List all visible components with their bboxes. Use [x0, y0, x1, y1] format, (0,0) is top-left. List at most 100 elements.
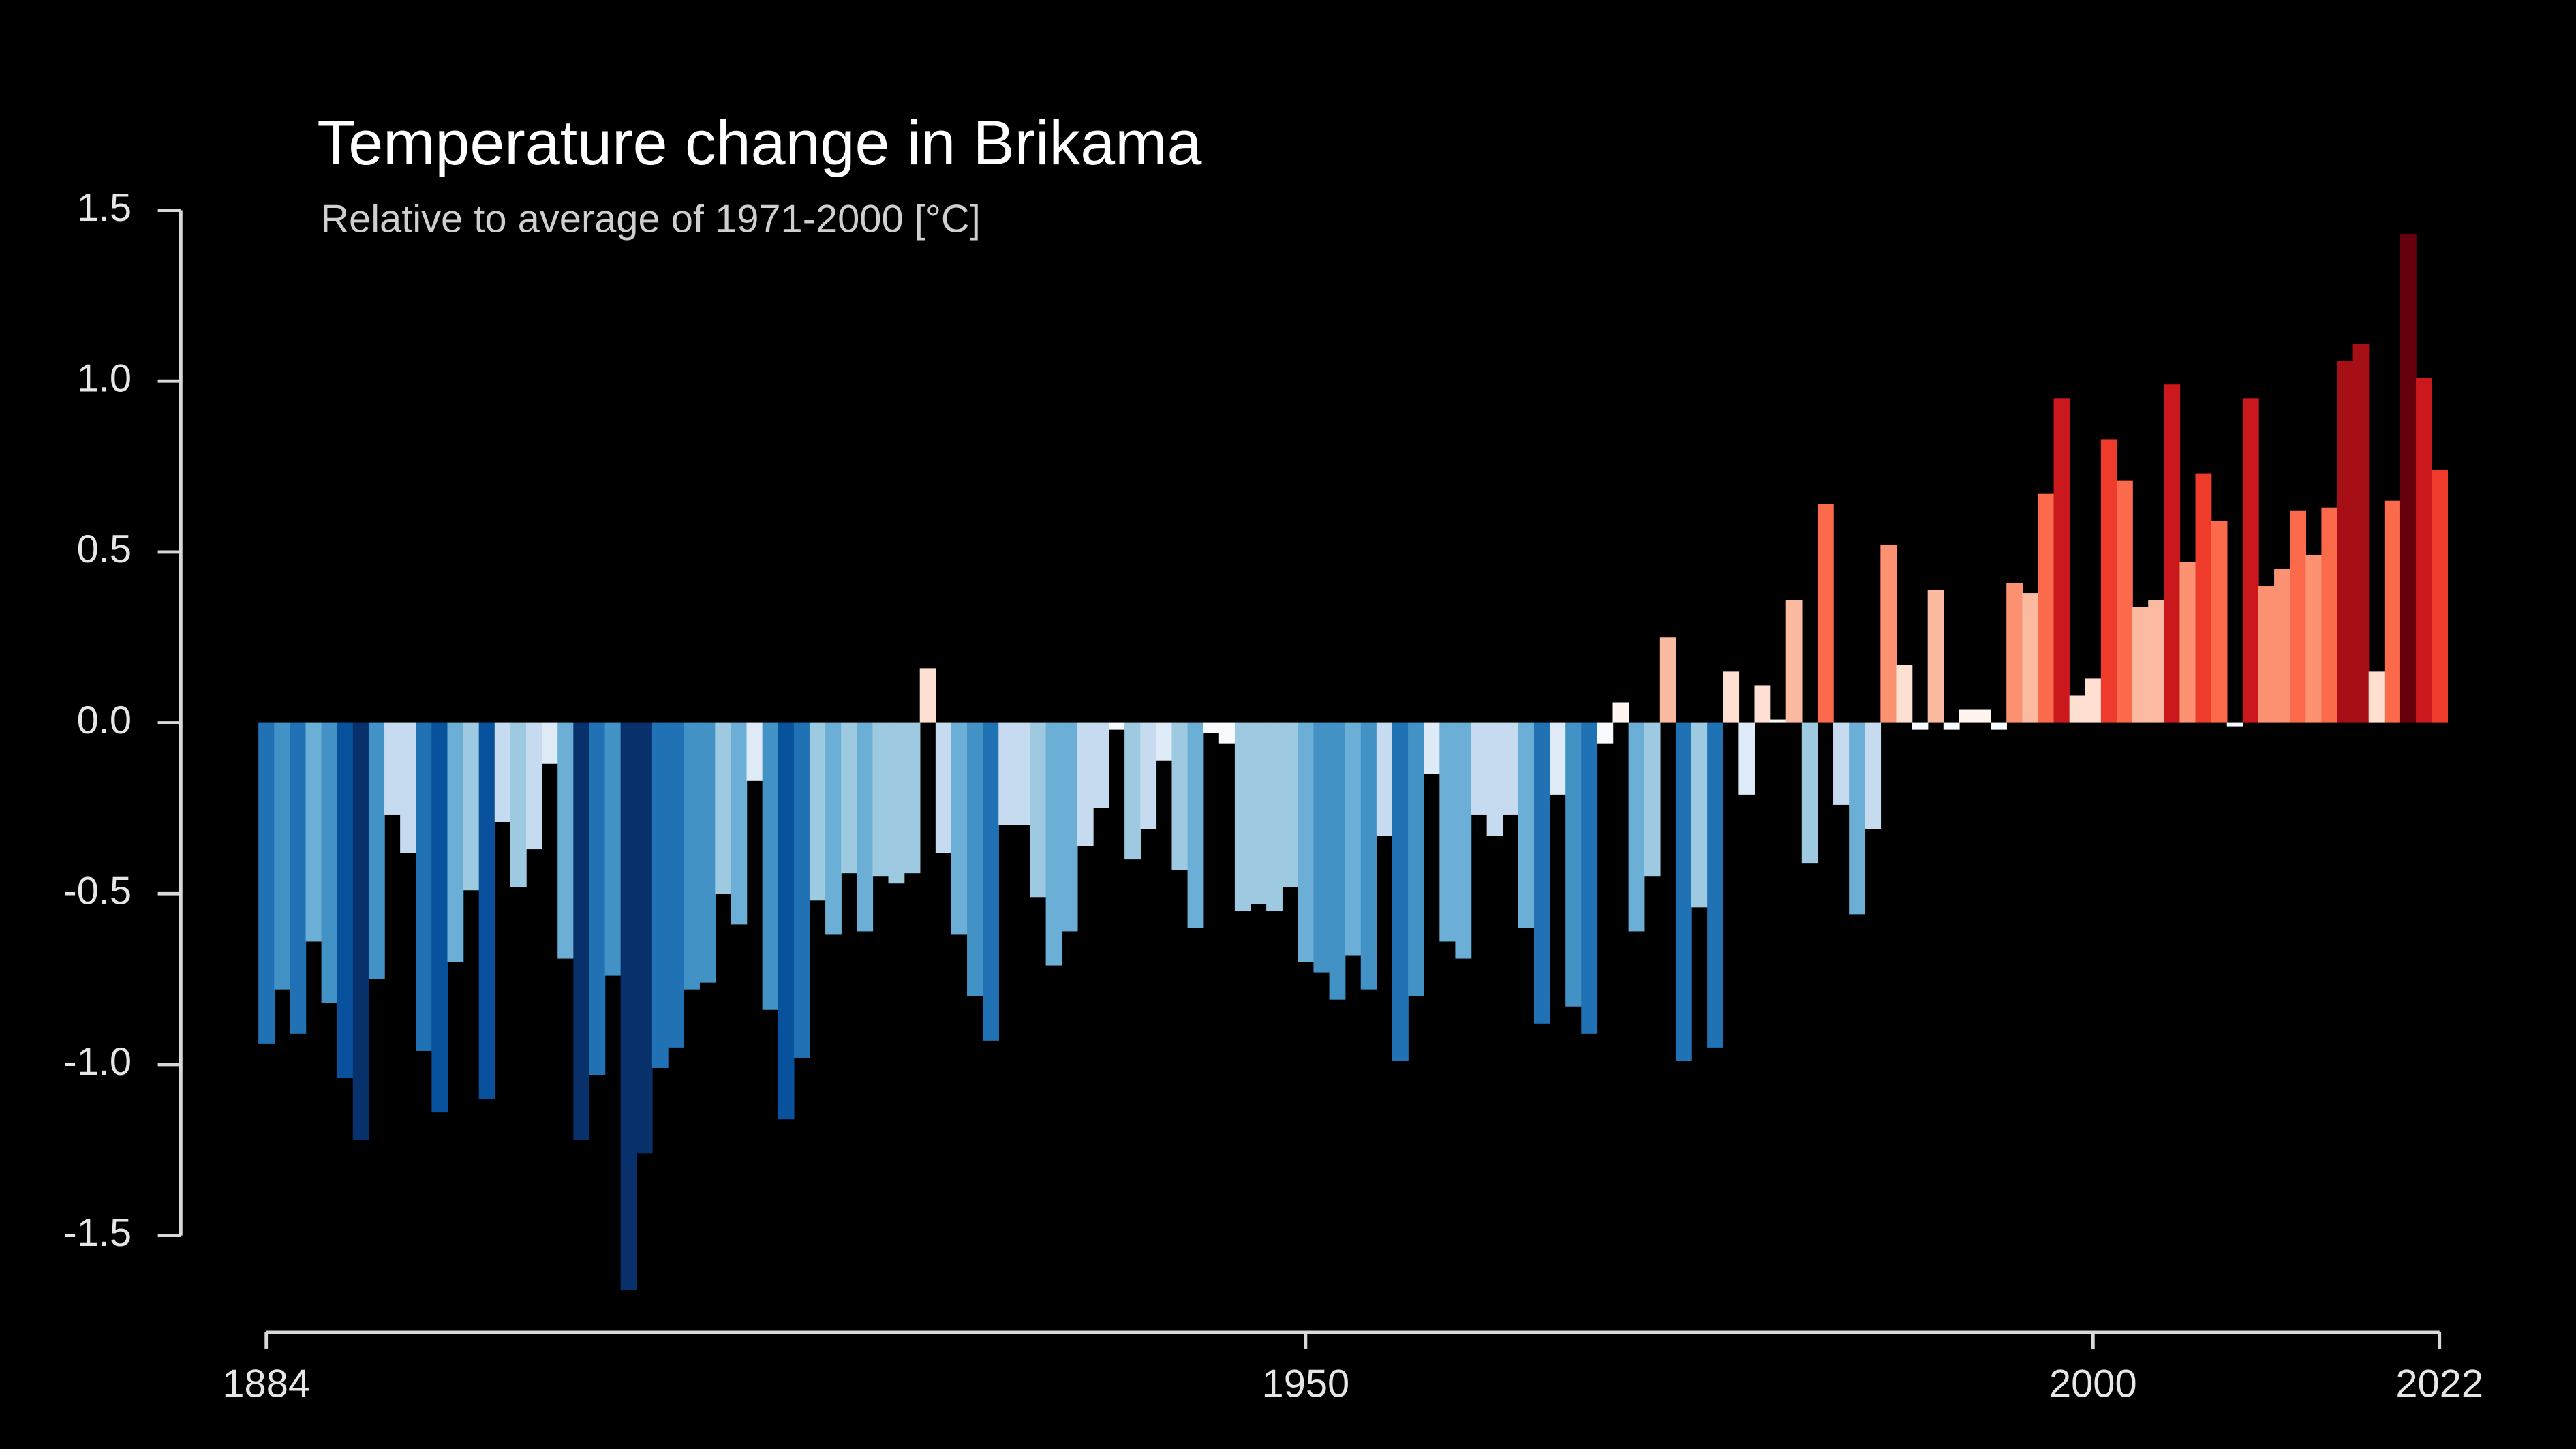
bar: [1865, 722, 1882, 829]
bar: [1880, 545, 1897, 723]
bar: [715, 722, 732, 894]
bar: [1156, 722, 1173, 761]
bar: [1723, 671, 1740, 723]
bar: [1471, 722, 1488, 815]
bar: [1943, 722, 1960, 730]
bar: [573, 722, 590, 1140]
bar: [651, 722, 669, 1068]
x-tick-label: 2022: [2395, 1362, 2483, 1406]
bar: [1581, 722, 1598, 1034]
bar: [2368, 671, 2385, 723]
bar: [967, 722, 983, 996]
bar: [1392, 722, 1409, 1061]
bar: [1707, 722, 1723, 1048]
bar: [1187, 722, 1204, 928]
bar: [620, 722, 637, 1290]
bar: [526, 722, 542, 850]
bar: [636, 722, 653, 1154]
bar: [684, 722, 700, 990]
bar: [1109, 722, 1125, 730]
bar: [888, 722, 905, 884]
bar: [1266, 722, 1283, 911]
y-tick-label: 1.5: [77, 186, 132, 230]
bar: [1849, 722, 1865, 915]
bar: [1124, 722, 1141, 860]
bar: [1754, 685, 1771, 723]
bar: [2038, 493, 2055, 723]
bar: [841, 722, 858, 874]
bar: [825, 722, 842, 935]
bar: [2399, 234, 2417, 723]
bar: [463, 722, 480, 891]
bar: [1313, 722, 1330, 973]
bar: [919, 668, 936, 723]
x-tick-label: 1950: [1262, 1362, 1350, 1406]
bar: [1298, 722, 1315, 962]
bar: [1360, 722, 1377, 990]
bar: [447, 722, 464, 962]
chart-subtitle: Relative to average of 1971-2000 [°C]: [320, 198, 981, 241]
bar: [2337, 361, 2354, 723]
bar: [1329, 722, 1346, 1000]
bar: [2148, 600, 2165, 723]
bar: [2274, 568, 2290, 723]
bar: [1251, 722, 1267, 904]
y-tick-label: -1.5: [63, 1211, 132, 1255]
bar: [983, 722, 999, 1041]
y-tick-label: 0.5: [77, 528, 132, 571]
bar: [2132, 607, 2149, 723]
bar: [1077, 722, 1094, 846]
bar: [2416, 378, 2432, 723]
bar: [1282, 722, 1299, 887]
bar: [2022, 593, 2039, 723]
bar: [274, 722, 291, 990]
bar: [2116, 480, 2133, 723]
bar: [2352, 344, 2370, 723]
bar: [1045, 722, 1062, 966]
bar: [384, 722, 401, 815]
bar: [762, 722, 779, 1010]
bar: [1959, 709, 1976, 723]
bar: [1550, 722, 1566, 795]
bar: [904, 722, 921, 874]
bar: [778, 722, 795, 1120]
bar: [998, 722, 1015, 826]
bar: [604, 722, 622, 976]
bar: [1833, 722, 1850, 805]
bar: [1345, 722, 1362, 956]
bar: [1218, 722, 1236, 744]
bar: [793, 722, 810, 1058]
bar: [1975, 709, 1991, 723]
bar: [416, 722, 433, 1051]
bar: [1659, 637, 1676, 723]
bar: [1691, 722, 1708, 908]
bar: [857, 722, 874, 932]
bar: [352, 722, 369, 1140]
bar: [1092, 722, 1109, 808]
bar: [1030, 722, 1047, 898]
bar: [1565, 722, 1582, 1007]
bar: [1376, 722, 1393, 836]
bar: [1597, 722, 1614, 744]
y-tick-label: -1.0: [63, 1040, 132, 1084]
bar: [1738, 722, 1755, 795]
bar: [2085, 678, 2102, 723]
bar: [1014, 722, 1031, 826]
bar: [1533, 722, 1550, 1024]
bar: [667, 722, 684, 1048]
bar: [2179, 562, 2196, 723]
bar: [2290, 510, 2307, 723]
bar: [2384, 500, 2401, 723]
bar: [1991, 722, 2007, 730]
bar: [1770, 719, 1787, 723]
bar: [2321, 507, 2338, 723]
bar: [2242, 398, 2259, 723]
bar: [368, 722, 385, 979]
bar: [2211, 521, 2228, 723]
bar: [1455, 722, 1472, 959]
bar: [290, 722, 307, 1034]
y-tick-label: 1.0: [77, 357, 132, 401]
bar: [557, 722, 574, 959]
bar: [1612, 702, 1629, 723]
